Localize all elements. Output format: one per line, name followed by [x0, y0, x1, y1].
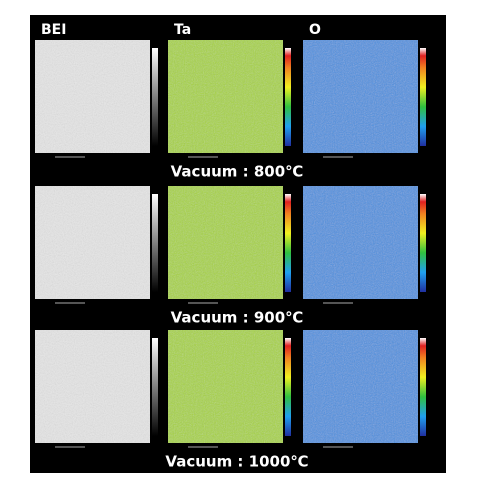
- color-scale: [285, 48, 291, 146]
- color-scale: [420, 48, 426, 146]
- map-image: [303, 40, 418, 153]
- color-scale: [152, 48, 158, 146]
- color-scale: [285, 194, 291, 292]
- color-scale: [152, 338, 158, 436]
- map-image: [35, 330, 150, 443]
- map-image: [35, 186, 150, 299]
- color-scale: [420, 338, 426, 436]
- column-header: BEI: [41, 22, 66, 38]
- map-image: [168, 186, 283, 299]
- color-scale: [285, 338, 291, 436]
- row-label: Vacuum : 800℃: [171, 163, 304, 181]
- color-scale: [152, 194, 158, 292]
- map-image: [168, 330, 283, 443]
- column-header: Ta: [174, 22, 191, 38]
- map-image: [35, 40, 150, 153]
- map-image: [303, 186, 418, 299]
- column-header: O: [309, 22, 321, 38]
- color-scale: [420, 194, 426, 292]
- map-image: [303, 330, 418, 443]
- row-label: Vacuum : 900℃: [171, 309, 304, 327]
- row-label: Vacuum : 1000℃: [165, 453, 308, 471]
- map-image: [168, 40, 283, 153]
